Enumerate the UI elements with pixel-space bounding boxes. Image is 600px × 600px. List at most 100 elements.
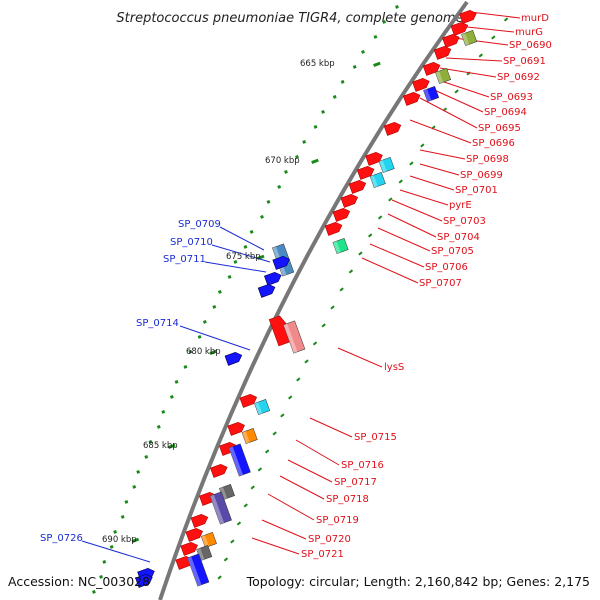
gene-feature xyxy=(241,427,258,445)
gene-feature xyxy=(239,393,258,408)
leader-line-right xyxy=(361,257,419,284)
track-dot xyxy=(284,169,288,174)
gene-feature xyxy=(433,45,452,60)
gene-feature xyxy=(228,443,251,477)
track-tick xyxy=(388,197,393,202)
track-dot xyxy=(266,199,271,204)
gene-label-sp0719[interactable]: SP_0719 xyxy=(316,515,359,526)
accession-text: Accession: NC_003028 xyxy=(8,574,150,589)
gene-box xyxy=(435,67,452,85)
track-dot xyxy=(302,139,307,144)
kbp-tick-mark xyxy=(209,349,218,355)
gene-label-sp0705[interactable]: SP_0705 xyxy=(431,246,474,257)
track-tick xyxy=(250,485,255,490)
gene-label-sp0710[interactable]: SP_0710 xyxy=(170,237,213,248)
gene-label-sp0698[interactable]: SP_0698 xyxy=(466,154,509,165)
track-tick xyxy=(223,557,229,562)
gene-label-sp0701[interactable]: SP_0701 xyxy=(455,185,498,196)
gene-arrow xyxy=(422,61,441,76)
gene-label-sp0706[interactable]: SP_0706 xyxy=(425,262,468,273)
gene-label-sp0716[interactable]: SP_0716 xyxy=(341,460,384,471)
leader-line-left xyxy=(179,325,251,351)
gene-feature xyxy=(180,541,198,556)
gene-label-sp0709[interactable]: SP_0709 xyxy=(178,219,221,230)
gene-feature xyxy=(210,463,228,478)
gene-label-sp0691[interactable]: SP_0691 xyxy=(503,56,546,67)
gene-arrow xyxy=(340,193,359,208)
gene-box xyxy=(369,171,386,189)
track-dot xyxy=(373,34,378,39)
gene-label-sp0715[interactable]: SP_0715 xyxy=(354,432,397,443)
track-dot xyxy=(183,364,188,369)
gene-label-sp0704[interactable]: SP_0704 xyxy=(437,232,480,243)
gene-label-sp0726[interactable]: SP_0726 xyxy=(40,533,83,544)
gene-box xyxy=(378,156,395,174)
gene-box xyxy=(241,427,258,445)
gene-feature xyxy=(324,221,343,236)
gene-box xyxy=(283,320,306,354)
kbp-label-680: 680 kbp xyxy=(186,347,221,357)
leader-line-right xyxy=(419,149,466,160)
gene-feature xyxy=(423,85,440,103)
leader-line-right xyxy=(439,67,497,78)
gene-label-sp0693[interactable]: SP_0693 xyxy=(490,92,533,103)
gene-label-sp0717[interactable]: SP_0717 xyxy=(334,477,377,488)
leader-line-right xyxy=(337,347,383,368)
track-dot xyxy=(227,274,232,279)
gene-arrow xyxy=(185,527,204,542)
track-dot xyxy=(136,469,141,474)
track-dot xyxy=(144,454,149,459)
gene-label-pyre[interactable]: pyrE xyxy=(449,200,472,211)
gene-label-sp0720[interactable]: SP_0720 xyxy=(308,534,351,545)
gene-label-lyss[interactable]: lysS xyxy=(384,362,404,373)
gene-arrow xyxy=(180,541,198,556)
gene-feature xyxy=(257,283,276,298)
track-dot xyxy=(395,4,399,9)
gene-label-sp0714[interactable]: SP_0714 xyxy=(136,318,179,329)
track-dot xyxy=(249,229,254,234)
track-dot xyxy=(243,244,248,249)
gene-box xyxy=(200,531,217,549)
gene-label-sp0695[interactable]: SP_0695 xyxy=(478,123,521,134)
gene-label-sp0699[interactable]: SP_0699 xyxy=(460,170,503,181)
gene-arrow xyxy=(324,221,343,236)
gene-label-sp0707[interactable]: SP_0707 xyxy=(419,278,462,289)
leader-line-right xyxy=(399,189,449,206)
gene-label-sp0692[interactable]: SP_0692 xyxy=(497,72,540,83)
track-tick xyxy=(304,359,309,364)
gene-feature xyxy=(332,237,349,255)
gene-feature xyxy=(442,33,460,48)
track-tick xyxy=(217,575,222,580)
gene-feature xyxy=(218,483,235,501)
leader-line-right xyxy=(453,37,509,46)
track-tick xyxy=(264,449,270,454)
track-tick xyxy=(367,233,373,238)
gene-box-shine xyxy=(435,71,444,84)
gene-feature xyxy=(369,171,386,189)
gene-label-murd[interactable]: murD xyxy=(521,13,549,24)
track-dot xyxy=(217,289,222,294)
gene-label-sp0718[interactable]: SP_0718 xyxy=(326,494,369,505)
gene-label-sp0703[interactable]: SP_0703 xyxy=(443,216,486,227)
gene-arrow xyxy=(239,393,258,408)
gene-feature xyxy=(185,527,204,542)
track-tick xyxy=(358,251,363,256)
gene-label-sp0696[interactable]: SP_0696 xyxy=(472,138,515,149)
kbp-tick-mark xyxy=(131,537,140,543)
genome-summary-text: Topology: circular; Length: 2,160,842 bp… xyxy=(246,574,590,589)
gene-label-sp0690[interactable]: SP_0690 xyxy=(509,40,552,51)
track-dot xyxy=(161,409,166,414)
leader-line-right xyxy=(387,213,437,238)
gene-label-murg[interactable]: murG xyxy=(515,27,543,38)
gene-label-sp0721[interactable]: SP_0721 xyxy=(301,549,344,560)
gene-feature xyxy=(402,91,421,106)
leader-line-left xyxy=(211,244,271,263)
gene-label-sp0711[interactable]: SP_0711 xyxy=(163,254,206,265)
track-dot xyxy=(212,304,217,309)
track-tick xyxy=(377,215,383,220)
gene-label-sp0694[interactable]: SP_0694 xyxy=(484,107,527,118)
gene-box-shine xyxy=(461,33,470,46)
leader-line-right xyxy=(287,459,333,483)
gene-feature xyxy=(200,531,217,549)
